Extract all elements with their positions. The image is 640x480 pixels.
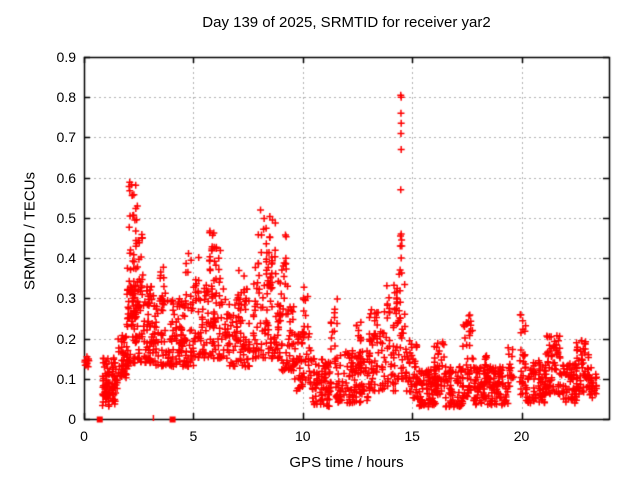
- gnuplot-chart-window: { "chart_data": { "type": "scatter", "ti…: [0, 0, 640, 480]
- scatter-plot-canvas: [0, 0, 640, 480]
